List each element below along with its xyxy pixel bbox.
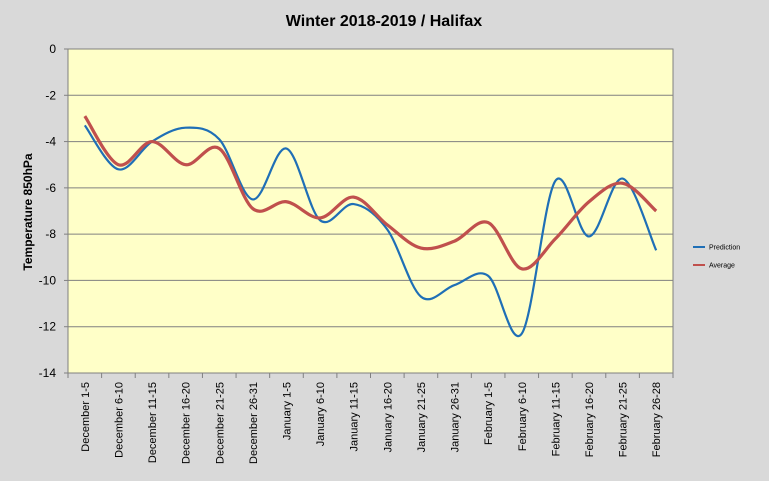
y-tick-label: -4 — [45, 135, 56, 149]
x-tick-label: December 11-15 — [147, 382, 159, 463]
y-axis-ticks: 0 -2 -4 -6 -8 -10 -12 -14 — [39, 42, 68, 380]
series-lines — [83, 115, 658, 338]
x-tick-label: January 21-25 — [416, 382, 428, 452]
y-tick-label: -8 — [45, 227, 56, 241]
x-axis-ticks: December 1-5 December 6-10 December 11-15 D… — [67, 373, 674, 464]
x-tick-label: December 21-25 — [214, 382, 226, 464]
x-tick-label: February 1-5 — [483, 382, 495, 445]
y-tick-label: -12 — [39, 320, 57, 334]
y-tick-label: -2 — [45, 88, 56, 102]
series-line-average — [83, 115, 658, 271]
x-tick-label: February 16-20 — [584, 382, 596, 457]
y-axis-label: Temperature 850hPa — [21, 153, 35, 270]
y-tick-label: 0 — [49, 42, 56, 56]
x-tick-label: February 21-25 — [618, 382, 630, 457]
legend-label-average: Average — [709, 263, 735, 270]
x-tick-label: December 16-20 — [181, 382, 193, 464]
x-tick-label: January 6-10 — [315, 382, 327, 446]
y-tick-label: -14 — [39, 366, 57, 380]
legend: Prediction Average — [693, 245, 740, 270]
x-tick-label: January 26-31 — [450, 382, 462, 452]
x-tick-label: December 6-10 — [113, 382, 125, 458]
y-tick-label: -10 — [39, 273, 57, 287]
x-tick-label: December 26-31 — [248, 382, 260, 464]
x-tick-label: January 11-15 — [349, 382, 361, 452]
y-tick-label: -6 — [45, 181, 56, 195]
x-tick-label: February 11-15 — [550, 382, 562, 456]
x-tick-label: December 1-5 — [80, 382, 92, 452]
x-tick-label: February 6-10 — [517, 382, 529, 451]
x-tick-label: February 26-28 — [651, 382, 663, 457]
x-tick-label: January 1-5 — [281, 382, 293, 440]
gridlines — [68, 48, 673, 374]
x-tick-label: January 16-20 — [382, 382, 394, 452]
chart-title: Winter 2018-2019 / Halifax — [286, 13, 483, 30]
legend-label-prediction: Prediction — [709, 245, 740, 252]
series-line-prediction — [83, 124, 658, 338]
